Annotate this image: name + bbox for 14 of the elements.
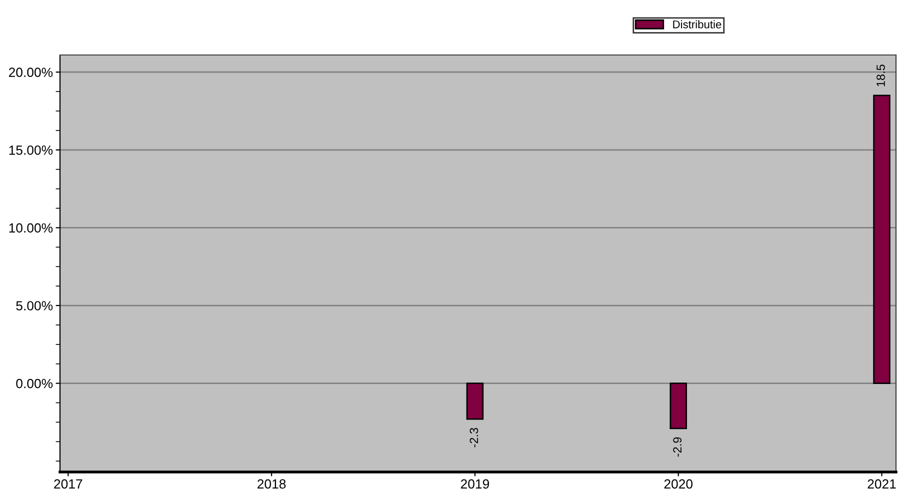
y-tick-label: 20.00% <box>8 68 53 78</box>
data-label: -2.9 <box>673 437 682 457</box>
y-tick-label: 0.00% <box>16 378 53 388</box>
x-tick-label: 2021 <box>868 479 896 489</box>
x-tick-label: 2018 <box>258 479 286 489</box>
y-tick-label: 15.00% <box>9 145 53 155</box>
y-tick-label: 5.00% <box>16 301 53 310</box>
x-tick-label: 2019 <box>460 479 489 489</box>
legend-label: Distributie <box>673 20 722 28</box>
y-tick-label: 10.00% <box>9 223 53 233</box>
data-label: 18.5 <box>876 64 885 86</box>
x-tick-label: 2017 <box>54 479 82 489</box>
data-label: -2.3 <box>470 428 478 448</box>
x-tick-label: 2020 <box>664 479 693 489</box>
